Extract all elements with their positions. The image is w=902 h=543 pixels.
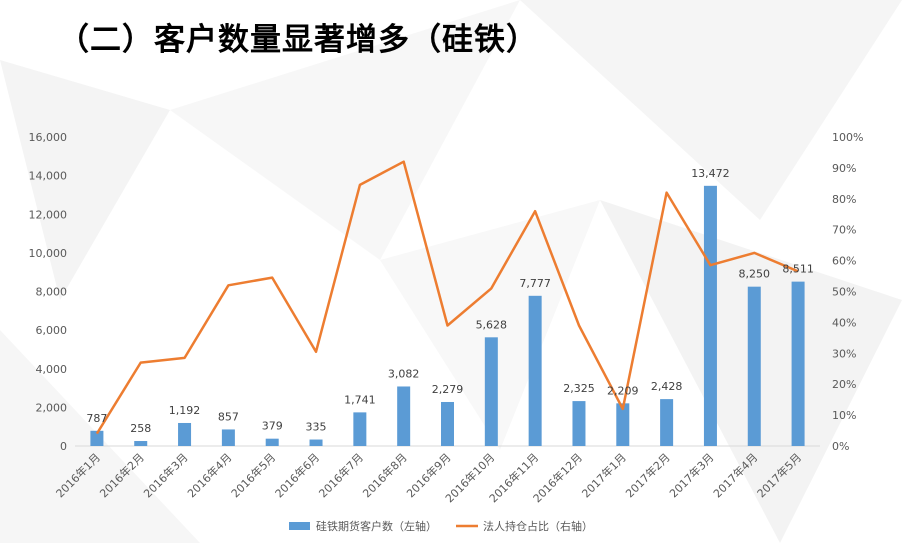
bar-data-label: 258 [130,422,151,435]
y-left-tick-label: 8,000 [36,286,68,299]
y-right-tick-label: 40% [832,316,856,329]
y-right-tick-label: 60% [832,255,856,268]
x-tick-label: 2016年1月 [53,450,103,500]
bar [265,438,279,446]
x-tick-label: 2016年2月 [97,450,147,500]
bar-data-label: 2,428 [651,380,683,393]
bar-data-label: 5,628 [476,318,508,331]
y-right-tick-label: 90% [832,162,856,175]
x-tick-label: 2016年5月 [228,450,278,500]
bar-data-label: 787 [86,412,107,425]
x-tick-label: 2017年2月 [623,450,673,500]
bar [397,386,411,446]
bar [309,439,323,446]
y-left-tick-label: 2,000 [36,401,68,414]
bar [178,422,192,446]
bar [791,281,805,446]
bar-data-label: 1,741 [344,393,376,406]
bar [747,286,761,446]
bar-data-label: 13,472 [691,167,730,180]
y-right-tick-label: 10% [832,409,856,422]
bar [528,295,542,446]
legend-bar-swatch [289,522,310,530]
bar-data-label: 2,279 [432,383,464,396]
bar [441,401,454,446]
bar [221,429,235,446]
x-tick-label: 2016年7月 [316,450,366,500]
bar [353,412,367,446]
x-tick-label: 2017年5月 [754,450,804,500]
x-tick-label: 2016年4月 [184,450,234,500]
x-tick-label: 2017年4月 [710,450,760,500]
legend-line-label: 法人持仓占比（右轴） [483,519,593,533]
y-right-tick-label: 80% [832,193,856,206]
bar [616,403,630,446]
bar [134,441,148,446]
y-left-tick-label: 14,000 [29,170,68,183]
bar-data-label: 8,250 [739,268,771,281]
x-tick-label: 2016年3月 [140,450,190,500]
bar [660,399,674,446]
y-left-tick-label: 4,000 [36,363,68,376]
y-left-tick-label: 16,000 [29,131,68,144]
y-right-tick-label: 0% [832,440,849,453]
bar [90,430,104,446]
y-right-tick-label: 20% [832,378,856,391]
bar-data-label: 3,082 [388,367,420,380]
y-left-tick-label: 6,000 [36,324,68,337]
bar-data-label: 7,777 [519,277,551,290]
page-title: （二）客户数量显著增多（硅铁） [58,22,538,58]
bar [703,185,717,446]
y-left-tick-label: 12,000 [29,208,68,221]
y-left-tick-label: 0 [60,440,67,453]
bar-data-label: 335 [306,421,327,434]
bar-data-label: 379 [262,420,283,433]
bar-data-label: 857 [218,410,239,423]
x-tick-label: 2016年8月 [360,450,410,500]
bar-data-label: 1,192 [169,404,201,417]
x-tick-label: 2017年1月 [579,450,629,500]
line-series-path [95,160,799,435]
y-right-tick-label: 30% [832,347,856,360]
bar-data-label: 2,325 [563,382,595,395]
x-tick-label: 2017年3月 [666,450,716,500]
y-right-tick-label: 100% [832,131,863,144]
y-right-tick-label: 70% [832,224,856,237]
bar [572,401,586,446]
x-tick-label: 2016年6月 [272,450,322,500]
legend-bar-label: 硅铁期货客户数（左轴） [316,519,437,533]
bar-data-label: 8,511 [782,263,814,276]
bar [484,337,498,446]
y-left-tick-label: 10,000 [29,247,68,260]
bar-data-label: 2,209 [607,384,639,397]
y-right-tick-label: 50% [832,286,856,299]
